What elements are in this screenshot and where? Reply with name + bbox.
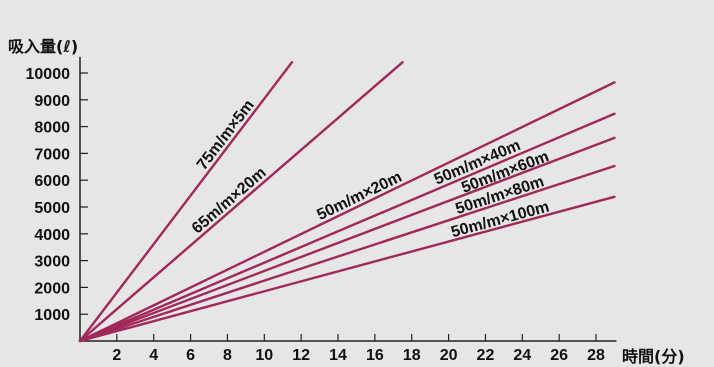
axes: 2 4 6 8 10 12 14 16 18 20 22 24 26 281000200030004000… bbox=[26, 56, 617, 364]
series-line bbox=[78, 112, 616, 343]
x-tick-label: 14 bbox=[329, 347, 347, 364]
x-tick-label: 4 bbox=[149, 347, 158, 364]
x-tick-label: 24 bbox=[513, 347, 531, 364]
series-line bbox=[78, 195, 616, 343]
series-label: 65m/m×20m bbox=[189, 164, 270, 237]
y-tick-label: 6000 bbox=[34, 173, 70, 190]
y-tick-label: 2000 bbox=[34, 280, 70, 297]
x-tick-label: 18 bbox=[403, 347, 421, 364]
y-tick-label: 8000 bbox=[34, 120, 70, 137]
x-tick-label: 16 bbox=[366, 347, 384, 364]
series-line bbox=[78, 61, 404, 343]
x-tick-label: 2 bbox=[112, 347, 121, 364]
y-axis-title: 吸入量(ℓ) bbox=[8, 37, 78, 56]
series-lines bbox=[78, 61, 616, 343]
y-tick-label: 4000 bbox=[34, 227, 70, 244]
y-tick-label: 5000 bbox=[34, 200, 70, 217]
x-axis-title: 時間(分) bbox=[622, 347, 685, 366]
x-tick-label: 28 bbox=[587, 347, 605, 364]
x-tick-label: 26 bbox=[550, 347, 568, 364]
series-line bbox=[78, 61, 294, 343]
series-line bbox=[78, 81, 616, 343]
x-tick-label: 20 bbox=[440, 347, 458, 364]
y-tick-label: 1000 bbox=[34, 307, 70, 324]
y-tick-label: 10000 bbox=[26, 66, 71, 83]
x-tick-label: 12 bbox=[292, 347, 310, 364]
y-tick-label: 3000 bbox=[34, 254, 70, 271]
x-tick-label: 8 bbox=[223, 347, 232, 364]
x-tick-label: 10 bbox=[255, 347, 273, 364]
y-tick-label: 9000 bbox=[34, 93, 70, 110]
x-tick-label: 6 bbox=[186, 347, 195, 364]
series-line bbox=[78, 164, 616, 343]
series-line bbox=[78, 136, 616, 343]
x-tick-label: 22 bbox=[477, 347, 495, 364]
y-tick-label: 7000 bbox=[34, 146, 70, 163]
series-label: 50m/m×20m bbox=[314, 169, 404, 224]
series-label: 75m/m×5m bbox=[194, 97, 258, 173]
